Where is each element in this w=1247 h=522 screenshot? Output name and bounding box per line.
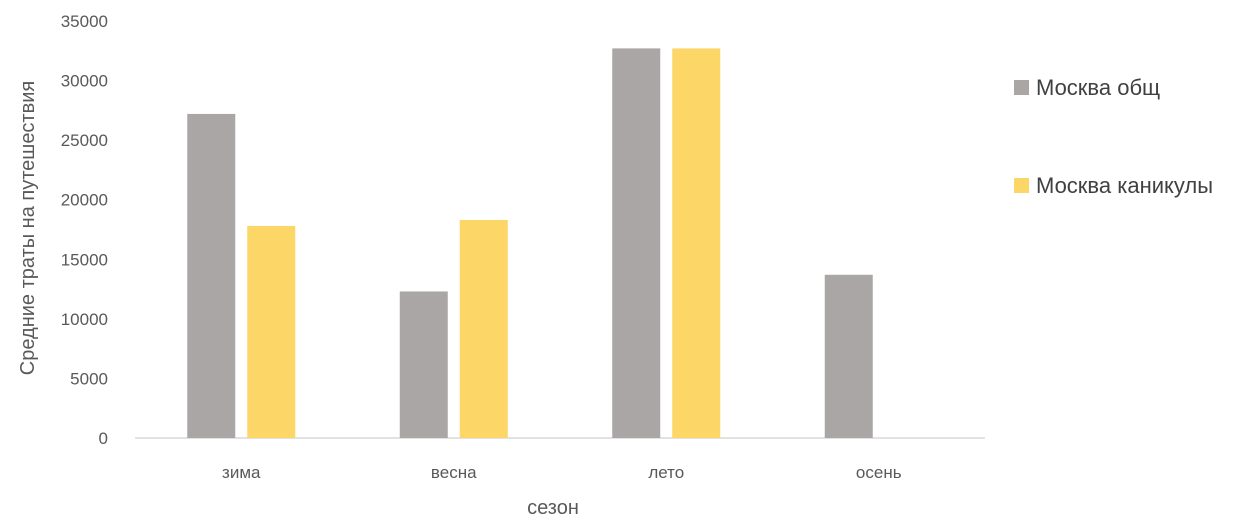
y-axis-title: Средние траты на путешествия xyxy=(17,81,39,375)
bar-moscow-total-0 xyxy=(187,113,236,438)
bar-moscow-holidays-2 xyxy=(672,48,721,438)
x-category-label: зима xyxy=(222,463,261,482)
x-category-label: весна xyxy=(431,463,477,482)
bar-moscow-total-3 xyxy=(824,274,873,438)
y-tick-label: 30000 xyxy=(61,72,108,91)
y-tick-label: 35000 xyxy=(61,12,108,31)
x-category-label: лето xyxy=(648,463,684,482)
y-tick-label: 0 xyxy=(99,429,108,448)
y-tick-label: 10000 xyxy=(61,310,108,329)
y-tick-label: 20000 xyxy=(61,191,108,210)
legend-label: Москва каникулы xyxy=(1036,173,1213,198)
bar-moscow-holidays-1 xyxy=(459,219,508,438)
legend-label: Москва общ xyxy=(1036,75,1160,100)
legend-swatch xyxy=(1014,178,1029,193)
y-tick-label: 5000 xyxy=(70,369,108,388)
y-tick-label: 25000 xyxy=(61,131,108,150)
legend-swatch xyxy=(1014,80,1029,95)
bar-moscow-total-1 xyxy=(399,291,448,438)
x-category-label: осень xyxy=(856,463,902,482)
y-tick-label: 15000 xyxy=(61,250,108,269)
bar-moscow-holidays-0 xyxy=(247,225,296,438)
x-axis-title: сезон xyxy=(527,497,579,519)
bar-moscow-total-2 xyxy=(612,48,661,438)
